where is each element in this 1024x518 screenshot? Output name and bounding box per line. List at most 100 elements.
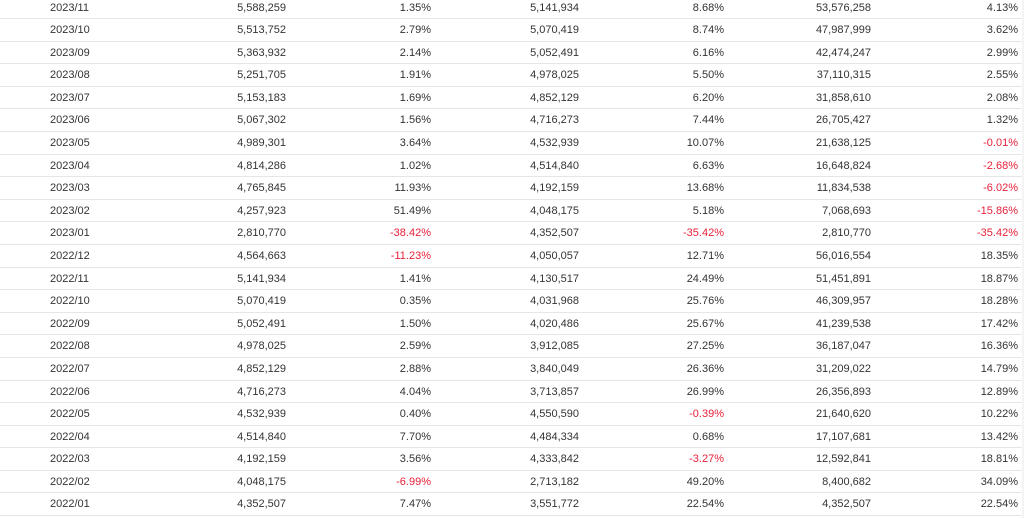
value-cell: 8.68% bbox=[692, 2, 724, 14]
value-cell: 6.20% bbox=[692, 91, 724, 104]
value-cell: -35.42% bbox=[683, 227, 724, 240]
value-cell: 4,765,845 bbox=[237, 182, 286, 195]
value-cell: 2.59% bbox=[399, 340, 431, 353]
value-cell: 41,239,538 bbox=[815, 317, 871, 330]
value-cell: -6.99% bbox=[396, 475, 431, 488]
value-cell: 31,858,610 bbox=[815, 91, 871, 104]
value-cell: 5,513,752 bbox=[237, 24, 286, 36]
value-cell: 42,474,247 bbox=[815, 46, 871, 59]
value-cell: 0.68% bbox=[692, 430, 724, 443]
value-cell: 4,130,517 bbox=[530, 272, 579, 285]
value-cell: 5,070,419 bbox=[237, 295, 286, 308]
month-cell: 2022/11 bbox=[50, 272, 89, 285]
table-row: 2022/06 4,716,273 4.04% 3,713,857 26.99% 26,3… bbox=[0, 381, 1024, 404]
table-row: 2023/06 5,067,302 1.56% 4,716,273 7.44% 26,70… bbox=[0, 109, 1024, 132]
value-cell: 4,192,159 bbox=[530, 182, 579, 195]
month-cell: 2022/10 bbox=[50, 295, 90, 308]
value-cell: 2.14% bbox=[399, 46, 431, 59]
table-row: 2023/08 5,251,705 1.91% 4,978,025 5.50% 37,11… bbox=[0, 64, 1024, 87]
value-cell: 3.64% bbox=[399, 136, 431, 149]
value-cell: 4,050,057 bbox=[530, 249, 579, 262]
value-cell: 1.32% bbox=[986, 114, 1018, 127]
table-row: 2023/10 5,513,752 2.79% 5,070,419 8.74% 47,98… bbox=[0, 19, 1024, 42]
month-cell: 2023/09 bbox=[50, 46, 90, 59]
value-cell: 10.07% bbox=[686, 136, 724, 149]
value-cell: 18.87% bbox=[980, 272, 1018, 285]
value-cell: 25.67% bbox=[686, 317, 724, 330]
value-cell: 11,834,538 bbox=[816, 182, 871, 195]
month-cell: 2022/08 bbox=[50, 340, 90, 353]
value-cell: 26,356,893 bbox=[815, 385, 871, 398]
value-cell: 5,070,419 bbox=[530, 24, 579, 36]
value-cell: 11.93% bbox=[394, 182, 432, 195]
value-cell: -0.01% bbox=[983, 136, 1018, 149]
value-cell: 4,333,842 bbox=[530, 453, 579, 466]
value-cell: 2.55% bbox=[986, 69, 1018, 82]
value-cell: 5,141,934 bbox=[237, 272, 286, 285]
value-cell: 16.36% bbox=[980, 340, 1018, 353]
value-cell: 4.13% bbox=[986, 2, 1018, 14]
value-cell: 36,187,047 bbox=[815, 340, 871, 353]
table-row: 2023/07 5,153,183 1.69% 4,852,129 6.20% 31,85… bbox=[0, 87, 1024, 110]
value-cell: 12.71% bbox=[686, 249, 724, 262]
value-cell: 2,810,770 bbox=[822, 227, 871, 240]
value-cell: 4,352,507 bbox=[530, 227, 579, 240]
value-cell: 5,153,183 bbox=[237, 91, 286, 104]
value-cell: 2.79% bbox=[399, 24, 431, 36]
month-cell: 2022/01 bbox=[50, 498, 90, 511]
scrollbar[interactable] bbox=[1022, 0, 1024, 518]
value-cell: 51.49% bbox=[393, 204, 431, 217]
month-cell: 2022/12 bbox=[50, 249, 90, 262]
month-cell: 2023/08 bbox=[50, 69, 90, 82]
value-cell: 8,400,682 bbox=[822, 475, 871, 488]
value-cell: 3.62% bbox=[986, 24, 1018, 36]
value-cell: 17,107,681 bbox=[815, 430, 871, 443]
value-cell: 5,052,491 bbox=[530, 46, 579, 59]
value-cell: 4,048,175 bbox=[530, 204, 579, 217]
value-cell: 1.41% bbox=[399, 272, 431, 285]
value-cell: 4,257,923 bbox=[237, 204, 286, 217]
table-row: 2023/03 4,765,845 11.93% 4,192,159 13.68% 11,… bbox=[0, 177, 1024, 200]
table-row: 2022/09 5,052,491 1.50% 4,020,486 25.67% 41,2… bbox=[0, 313, 1024, 336]
table-row: 2022/02 4,048,175 -6.99% 2,713,182 49.20% 8,4… bbox=[0, 471, 1024, 494]
value-cell: 5,052,491 bbox=[237, 317, 286, 330]
value-cell: 1.35% bbox=[399, 2, 431, 14]
month-cell: 2023/01 bbox=[50, 227, 90, 240]
value-cell: 31,209,022 bbox=[815, 362, 871, 375]
value-cell: 2.99% bbox=[986, 46, 1018, 59]
value-cell: 3,912,085 bbox=[530, 340, 579, 353]
value-cell: 2.88% bbox=[399, 362, 431, 375]
value-cell: 2.08% bbox=[986, 91, 1018, 104]
value-cell: -0.39% bbox=[689, 408, 724, 421]
value-cell: 12,592,841 bbox=[815, 453, 871, 466]
value-cell: 16,648,824 bbox=[815, 159, 871, 172]
month-cell: 2023/02 bbox=[50, 204, 90, 217]
value-cell: 12.89% bbox=[980, 385, 1018, 398]
value-cell: 18.28% bbox=[980, 295, 1018, 308]
value-cell: 3,551,772 bbox=[530, 498, 579, 511]
value-cell: 4,352,507 bbox=[237, 498, 286, 511]
value-cell: 1.91% bbox=[399, 69, 431, 82]
value-cell: 4,716,273 bbox=[237, 385, 286, 398]
value-cell: 37,110,315 bbox=[816, 69, 871, 82]
value-cell: 7.47% bbox=[399, 498, 431, 511]
month-cell: 2022/02 bbox=[50, 475, 90, 488]
value-cell: 4,484,334 bbox=[530, 430, 579, 443]
value-cell: 4,989,301 bbox=[237, 136, 286, 149]
value-cell: 5.18% bbox=[692, 204, 724, 217]
value-cell: 22.54% bbox=[686, 498, 724, 511]
value-cell: 5,363,932 bbox=[237, 46, 286, 59]
value-cell: 5.50% bbox=[692, 69, 724, 82]
value-cell: 4,852,129 bbox=[530, 91, 579, 104]
value-cell: 21,638,125 bbox=[815, 136, 871, 149]
month-cell: 2022/07 bbox=[50, 362, 90, 375]
value-cell: 4,814,286 bbox=[237, 159, 286, 172]
value-cell: 1.56% bbox=[399, 114, 431, 127]
value-cell: 1.02% bbox=[399, 159, 431, 172]
month-cell: 2023/06 bbox=[50, 114, 90, 127]
value-cell: 13.68% bbox=[686, 182, 724, 195]
month-cell: 2023/04 bbox=[50, 159, 90, 172]
value-cell: 4,048,175 bbox=[237, 475, 286, 488]
value-cell: 46,309,957 bbox=[815, 295, 871, 308]
